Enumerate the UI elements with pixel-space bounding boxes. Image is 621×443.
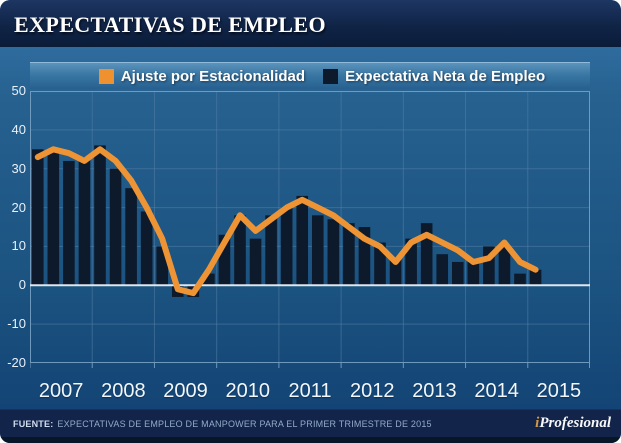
page-title: EXPECTATIVAS DE EMPLEO: [14, 12, 326, 37]
y-axis-label: -10: [7, 316, 26, 332]
bar: [47, 149, 60, 286]
chart-band: Ajuste por Estacionalidad Expectativa Net…: [0, 47, 621, 409]
bar: [140, 211, 153, 286]
bar: [156, 246, 169, 286]
bar: [125, 188, 137, 286]
bar: [389, 258, 402, 286]
bar: [514, 273, 526, 286]
legend-swatch: [98, 68, 114, 84]
brand-logo-rest: Profesional: [539, 415, 611, 431]
bar: [78, 157, 91, 286]
x-axis-label: 2013: [412, 380, 457, 402]
brand-logo: iProfesional: [535, 415, 611, 432]
bar: [451, 261, 464, 286]
source-label: FUENTE:: [13, 418, 54, 429]
bar: [203, 273, 215, 286]
x-axis-label: 2007: [38, 380, 84, 402]
y-axis-label: -20: [7, 355, 26, 370]
bar: [467, 261, 480, 286]
y-axis-label: 30: [11, 160, 26, 176]
legend-item: Expectativa Neta de Empleo: [323, 68, 545, 85]
bottom-edge: [0, 437, 621, 443]
x-axis-label: 2012: [349, 380, 395, 402]
x-axis-label: 2015: [536, 380, 582, 402]
bar: [311, 215, 324, 286]
bar: [249, 238, 262, 286]
x-axis-label: 2009: [163, 380, 208, 402]
seasonal-adjustment-line: [34, 146, 539, 297]
bar: [280, 207, 293, 286]
header: EXPECTATIVAS DE EMPLEO: [0, 0, 621, 47]
legend: Ajuste por Estacionalidad Expectativa Net…: [30, 62, 590, 89]
bar: [343, 223, 355, 286]
source-text: EXPECTATIVAS DE EMPLEO DE MANPOWER PARA …: [57, 418, 432, 429]
x-axis-label: 2008: [101, 380, 146, 402]
x-axis-label: 2010: [225, 380, 271, 402]
bar: [358, 227, 371, 286]
bar: [63, 160, 75, 286]
x-axis-label: 2014: [474, 380, 519, 402]
bar: [94, 145, 106, 286]
bar: [327, 219, 340, 286]
legend-label: Ajuste por Estacionalidad: [120, 67, 306, 85]
x-axis: 2007 2008 2009 2010 2011 2012 2013 2014 2015: [30, 380, 590, 404]
legend-swatch: [323, 68, 339, 84]
bar: [296, 195, 309, 286]
y-axis: 50 40 30 20 10 0 -10 -20: [0, 47, 26, 409]
bar: [420, 223, 433, 286]
bar: [234, 215, 246, 286]
bar: [374, 242, 386, 286]
bar: [31, 149, 44, 286]
chart-svg: [29, 91, 590, 368]
bar: [483, 246, 495, 286]
bar: [405, 238, 417, 286]
legend-label: Expectativa Neta de Empleo: [345, 67, 546, 85]
y-axis-label: 40: [11, 121, 26, 137]
bar: [436, 254, 449, 286]
bar: [265, 215, 277, 286]
source-note: FUENTE: EXPECTATIVAS DE EMPLEO DE MANPOWE…: [13, 419, 432, 429]
x-axis-label: 2011: [288, 380, 332, 402]
y-axis-label: 20: [11, 199, 26, 215]
y-axis-label: 0: [18, 277, 26, 293]
plot-border: [30, 91, 590, 363]
bar: [109, 168, 122, 286]
brand-logo-i: i: [535, 415, 540, 431]
footer: FUENTE: EXPECTATIVAS DE EMPLEO DE MANPOWE…: [0, 409, 621, 437]
bar: [498, 246, 511, 286]
y-axis-label: 50: [11, 83, 26, 98]
y-axis-label: 10: [11, 238, 26, 254]
legend-item: Ajuste por Estacionalidad: [98, 67, 306, 85]
chart-plot: [29, 91, 590, 369]
bar: [218, 234, 231, 286]
bar: [529, 269, 542, 286]
